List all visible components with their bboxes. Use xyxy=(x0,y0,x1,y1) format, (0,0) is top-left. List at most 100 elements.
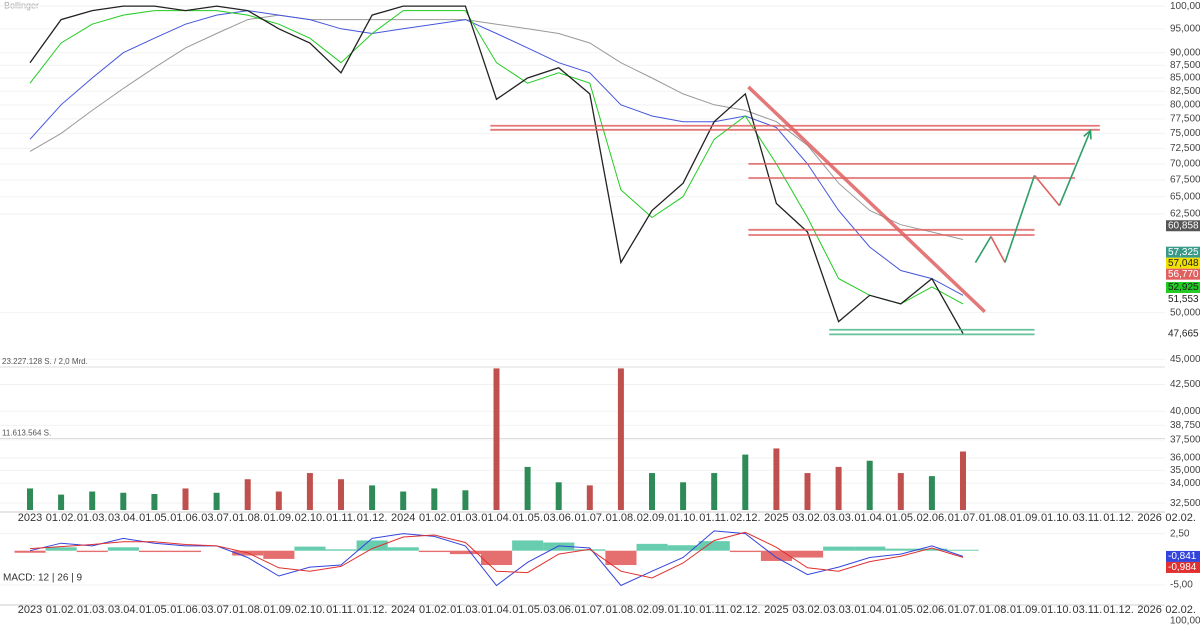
x-tick-label: 01.09. xyxy=(264,604,295,616)
x-tick-label: 01.10. xyxy=(668,512,699,524)
volume-bar xyxy=(835,466,842,510)
x-tick-label: 01.08. xyxy=(606,512,637,524)
x-tick-label: 03.06. xyxy=(543,512,574,524)
price-tag xyxy=(1166,268,1200,280)
x-tick-label: 01.07. xyxy=(948,512,979,524)
volume-bar xyxy=(773,448,780,510)
volume-bar xyxy=(306,473,313,510)
price-tag xyxy=(1166,282,1200,294)
volume-bar xyxy=(120,492,127,510)
x-tick-label: 01.09. xyxy=(1010,512,1041,524)
x-tick-label: 2025 xyxy=(764,512,788,524)
y-tick-label: 95,000 xyxy=(1170,23,1200,34)
y-tick-label: 50,000 xyxy=(1170,307,1200,318)
volume-bar xyxy=(89,491,96,510)
volume-bar xyxy=(742,454,749,510)
x-tick-label: 01.09. xyxy=(264,512,295,524)
x-tick-label: 01.02. xyxy=(419,512,450,524)
price-tag-label: 56,770 xyxy=(1168,269,1199,280)
y-tick-label: 32,500 xyxy=(1170,498,1200,509)
x-tick-label: 01.04. xyxy=(854,512,885,524)
x-tick-label: 2023 xyxy=(18,512,42,524)
y-tick-label: 72,500 xyxy=(1170,143,1200,154)
y-tick-label: 36,000 xyxy=(1170,453,1200,464)
x-tick-label: 01.05. xyxy=(886,604,917,616)
x-tick-label: 03.04. xyxy=(108,512,139,524)
x-tick-label: 01.02. xyxy=(46,604,77,616)
x-tick-label: 03.11. xyxy=(1073,512,1103,524)
x-tick-label: 2026 xyxy=(1137,512,1161,524)
macd-histogram-bar xyxy=(947,549,979,551)
volume-bar xyxy=(711,473,718,510)
x-tick-label: 01.08. xyxy=(232,604,263,616)
y-tick-label: 40,000 xyxy=(1170,406,1200,417)
x-tick-label: 03.02. xyxy=(792,604,823,616)
macd-histogram-bar xyxy=(543,542,575,551)
macd-histogram-bar xyxy=(605,550,637,566)
volume-bar xyxy=(213,492,220,510)
volume-bar xyxy=(680,482,687,510)
volume-bar xyxy=(586,485,593,510)
volume-bar xyxy=(275,491,282,510)
volume-bar xyxy=(928,476,935,510)
y-tick-label: 67,500 xyxy=(1170,175,1200,186)
x-tick-label: 01.10. xyxy=(668,604,699,616)
macd-histogram-bar xyxy=(294,546,326,551)
x-tick-label: 01.07. xyxy=(948,604,979,616)
x-tick-label: 02.12. xyxy=(730,512,761,524)
x-tick-label: 2023 xyxy=(18,604,42,616)
x-tick-label: 02.06. xyxy=(917,604,948,616)
y-tick-label: 87,500 xyxy=(1170,60,1200,71)
volume-bar xyxy=(524,466,531,510)
volume-bar xyxy=(649,473,655,510)
y-tick-label: 75,000 xyxy=(1170,128,1200,139)
x-tick-label: 02.12. xyxy=(730,604,761,616)
volume-tick-label: 11.613.564 S. xyxy=(2,429,51,438)
y-tick-label: 35,000 xyxy=(1170,465,1200,476)
x-tick-label: 02.10. xyxy=(295,604,326,616)
x-tick-label: 01.08. xyxy=(979,604,1010,616)
x-tick-label: 01.09. xyxy=(1010,604,1041,616)
x-tick-label: 02.02. xyxy=(1165,604,1196,616)
x-tick-label: 01.02. xyxy=(419,604,450,616)
x-tick-label: 01.03. xyxy=(77,604,108,616)
volume-bar xyxy=(462,490,469,510)
x-tick-label: 01.10. xyxy=(1041,604,1072,616)
volume-bar xyxy=(555,482,562,510)
y-tick-label: 70,000 xyxy=(1170,159,1200,170)
x-tick-label: 03.03. xyxy=(823,512,854,524)
projection-segment xyxy=(974,236,992,263)
y-tick-label: 80,000 xyxy=(1170,99,1200,110)
x-tick-label: 02.02. xyxy=(1165,512,1196,524)
price-tag xyxy=(1166,328,1200,340)
price-tag-label: 60,858 xyxy=(1168,220,1199,231)
macd-label: MACD: 12 | 26 | 9 xyxy=(3,573,83,584)
indicator-label: Bollinger xyxy=(4,0,39,10)
macd-histogram-bar xyxy=(449,550,481,555)
y-tick-label: 45,000 xyxy=(1170,354,1200,365)
volume-bar xyxy=(493,368,500,510)
macd-histogram-bar xyxy=(636,543,668,551)
macd-histogram-bar xyxy=(170,550,202,553)
projection-segment xyxy=(1004,175,1036,263)
projection-segment xyxy=(990,236,1006,263)
y-tick-label: 2,50 xyxy=(1170,528,1190,539)
x-tick-label: 01.03. xyxy=(77,512,108,524)
x-tick-label: 01.07. xyxy=(575,512,606,524)
macd-histogram-bar xyxy=(263,550,295,559)
macd-histogram-bar xyxy=(823,546,855,551)
macd-histogram-bar xyxy=(916,548,948,551)
macd-histogram-bar xyxy=(667,545,699,551)
x-tick-label: 01.05. xyxy=(886,512,917,524)
y-tick-label: 65,000 xyxy=(1170,191,1200,202)
x-tick-label: 03.04. xyxy=(108,604,139,616)
x-tick-label: 01.11. xyxy=(326,512,356,524)
x-tick-label: 01.12. xyxy=(357,604,388,616)
x-tick-label: 01.08. xyxy=(606,604,637,616)
x-tick-label: 01.11. xyxy=(699,604,729,616)
x-tick-label: 01.08. xyxy=(232,512,263,524)
macd-histogram-bar xyxy=(574,549,606,551)
volume-bar xyxy=(866,460,873,510)
